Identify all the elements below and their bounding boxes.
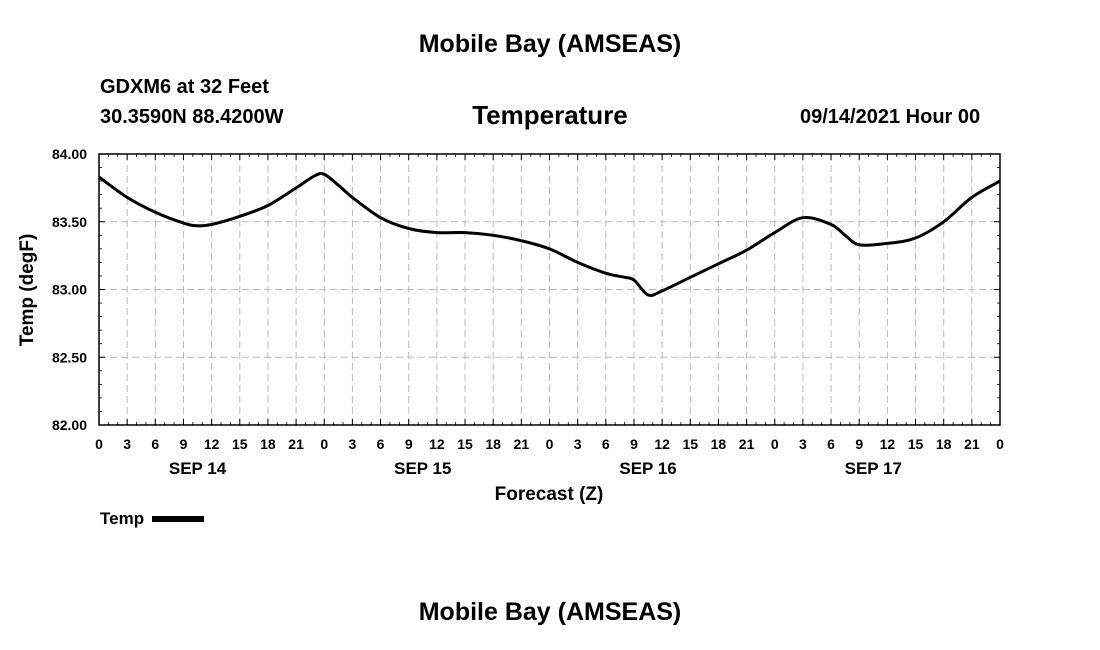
chart-title-bottom: Mobile Bay (AMSEAS) <box>418 598 682 626</box>
station-label: GDXM6 at 32 Feet <box>100 76 269 98</box>
series-line-temp <box>98 171 1001 297</box>
x-tick-label: 9 <box>180 436 188 452</box>
y-tick-label: 84.00 <box>52 146 87 162</box>
x-tick-label: 15 <box>232 436 248 452</box>
x-tick-label: 3 <box>123 436 131 452</box>
x-tick-label: 3 <box>574 436 582 452</box>
day-label: SEP 15 <box>394 459 451 478</box>
x-tick-label: 0 <box>95 436 103 452</box>
x-tick-label: 0 <box>546 436 554 452</box>
y-tick-label: 82.00 <box>52 417 87 433</box>
x-tick-label: 9 <box>855 436 863 452</box>
x-tick-labels: 0 3 6 9 12 15 18 21 0 3 6 9 12 15 18 21 0 3 6 9 12 15 18 21 0 3 6 9… <box>95 436 1004 452</box>
x-axis-title: Forecast (Z) <box>495 484 604 505</box>
y-tick-label: 82.50 <box>52 349 87 365</box>
x-tick-label: 3 <box>349 436 357 452</box>
grid-lines <box>99 154 1000 425</box>
legend-label: Temp <box>100 509 145 528</box>
day-label: SEP 14 <box>169 459 227 478</box>
x-tick-label: 6 <box>151 436 159 452</box>
forecast-datetime: 09/14/2021 Hour 00 <box>800 106 981 128</box>
x-tick-label: 15 <box>682 436 698 452</box>
x-tick-label: 18 <box>936 436 952 452</box>
variable-title: Temperature <box>472 100 628 130</box>
x-tick-label: 12 <box>654 436 670 452</box>
x-tick-label: 6 <box>377 436 385 452</box>
y-tick-labels: 82.00 82.50 83.00 83.50 84.00 <box>52 146 87 433</box>
x-tick-label: 21 <box>964 436 980 452</box>
x-tick-label: 21 <box>288 436 304 452</box>
coordinates-label: 30.3590N 88.4200W <box>100 106 284 128</box>
legend-swatch <box>152 516 205 522</box>
x-tick-label: 3 <box>799 436 807 452</box>
y-tick-label: 83.00 <box>52 282 87 298</box>
day-labels: SEP 14 SEP 15 SEP 16 SEP 17 <box>169 459 902 478</box>
y-axis-title: Temp (degF) <box>17 234 38 347</box>
x-tick-label: 0 <box>771 436 779 452</box>
x-tick-label: 18 <box>260 436 276 452</box>
x-tick-label: 6 <box>827 436 835 452</box>
chart-title-top: Mobile Bay (AMSEAS) <box>418 30 682 58</box>
day-label: SEP 16 <box>619 459 676 478</box>
x-tick-label: 9 <box>405 436 413 452</box>
x-tick-label: 18 <box>485 436 501 452</box>
series-lines <box>98 171 1001 297</box>
legend: Temp <box>100 509 205 529</box>
x-tick-label: 12 <box>880 436 896 452</box>
x-tick-label: 12 <box>204 436 220 452</box>
x-tick-label: 15 <box>908 436 924 452</box>
x-tick-label: 18 <box>711 436 727 452</box>
x-tick-label: 15 <box>457 436 473 452</box>
day-label: SEP 17 <box>845 459 902 478</box>
x-tick-label: 21 <box>739 436 755 452</box>
x-tick-label: 0 <box>996 436 1004 452</box>
x-tick-label: 21 <box>514 436 530 452</box>
plot-frame <box>98 153 1001 426</box>
x-tick-label: 9 <box>630 436 638 452</box>
x-tick-label: 12 <box>429 436 445 452</box>
y-tick-label: 83.50 <box>52 214 87 230</box>
x-tick-label: 6 <box>602 436 610 452</box>
x-tick-label: 0 <box>320 436 328 452</box>
